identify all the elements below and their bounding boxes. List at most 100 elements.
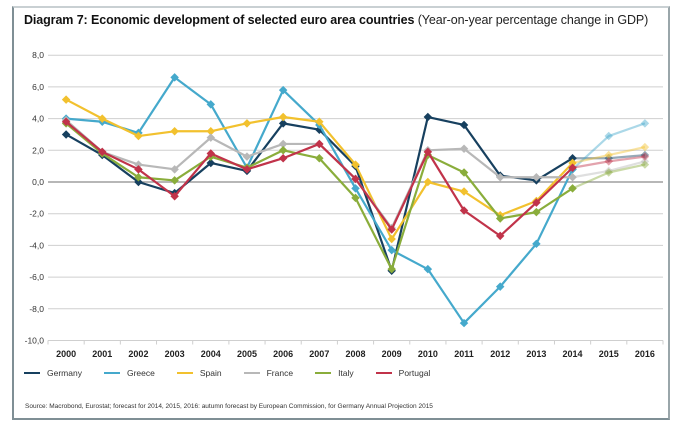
data-point <box>134 173 143 182</box>
data-point <box>459 120 469 130</box>
data-point <box>134 131 143 141</box>
data-point <box>387 264 396 274</box>
source-note: Source: Macrobond, Eurostat; forecast fo… <box>25 403 433 410</box>
legend-swatch <box>243 371 260 375</box>
data-point <box>459 318 469 328</box>
legend-label: Italy <box>338 368 354 378</box>
x-axis-ticks: 2000 2001 2002 2003 2004 2005 2006 2007 2008 2009… <box>47 340 664 359</box>
x-tick-label: 2008 <box>345 349 365 359</box>
y-tick-label: 4,0 <box>32 114 44 124</box>
data-point <box>278 153 288 163</box>
x-tick-label: 2004 <box>201 349 221 359</box>
data-point <box>134 160 143 169</box>
data-point <box>495 282 505 291</box>
y-tick-label: -2,0 <box>29 209 44 219</box>
y-axis-ticks: 8,0 6,0 4,0 2,0 0,0 -2,0 -4,0 -6,0 -8,0 -10,0 <box>25 50 45 345</box>
series-line-forecast <box>572 160 646 179</box>
x-tick-label: 2007 <box>309 349 329 359</box>
chart-title: Diagram 7: Economic development of selec… <box>24 13 648 27</box>
x-tick-label: 2005 <box>237 349 257 359</box>
legend-item-greece: Greece <box>103 368 155 378</box>
data-point <box>206 133 216 142</box>
series-italy <box>61 119 650 274</box>
series-portugal <box>61 117 650 241</box>
x-tick-label: 2000 <box>56 349 76 359</box>
data-point <box>459 168 469 177</box>
y-tick-label: 8,0 <box>32 50 44 60</box>
legend-label: Greece <box>126 368 155 378</box>
data-point <box>315 153 324 163</box>
gridlines <box>48 54 663 341</box>
data-point <box>134 177 143 187</box>
legend-item-france: France <box>243 368 293 378</box>
legend-swatch <box>375 371 392 375</box>
data-point <box>351 193 360 203</box>
data-point <box>98 114 107 123</box>
x-tick-label: 2010 <box>418 349 438 359</box>
data-point <box>640 119 650 128</box>
series-lines <box>61 73 650 328</box>
data-point <box>170 127 179 136</box>
data-point <box>495 214 505 223</box>
data-point <box>242 119 252 128</box>
x-tick-label: 2006 <box>273 349 293 359</box>
data-point <box>459 206 469 215</box>
series-line-forecast <box>572 146 646 165</box>
data-point <box>206 158 216 168</box>
data-point <box>387 225 396 234</box>
data-point <box>423 147 433 157</box>
data-point <box>170 73 179 82</box>
chart-subtitle: (Year-on-year percentage change in GDP) <box>417 13 649 27</box>
legend-swatch <box>315 371 332 375</box>
data-point <box>459 187 469 196</box>
x-tick-label: 2001 <box>92 349 112 359</box>
data-point <box>206 149 216 158</box>
data-point <box>170 176 179 185</box>
data-point <box>61 117 71 127</box>
data-point <box>134 165 143 174</box>
x-tick-label: 2015 <box>599 349 619 359</box>
data-point <box>206 127 216 136</box>
y-tick-label: 2,0 <box>32 145 44 155</box>
x-tick-label: 2014 <box>563 349 583 359</box>
data-point <box>242 165 252 174</box>
data-point <box>423 264 433 274</box>
legend-item-italy: Italy <box>315 368 354 378</box>
data-point <box>351 174 360 184</box>
data-point <box>278 139 288 149</box>
y-tick-label: -6,0 <box>29 272 44 282</box>
data-point <box>61 130 71 139</box>
legend-item-portugal: Portugal <box>375 368 431 378</box>
legend-swatch <box>24 371 40 375</box>
data-point <box>278 119 288 128</box>
data-point <box>387 245 396 255</box>
series-line-forecast <box>572 155 646 169</box>
data-point <box>640 152 650 161</box>
y-tick-label: 6,0 <box>32 82 44 92</box>
y-tick-label: -4,0 <box>29 240 44 250</box>
y-tick-label: -10,0 <box>25 336 45 346</box>
x-tick-label: 2012 <box>490 349 510 359</box>
legend-item-germany: Germany <box>24 368 82 378</box>
legend-label: Portugal <box>398 368 431 378</box>
x-tick-label: 2016 <box>635 349 655 359</box>
series-line-forecast <box>571 122 646 171</box>
data-point <box>315 139 324 149</box>
series-line-forecast <box>572 163 646 190</box>
data-point <box>495 173 505 182</box>
data-point <box>495 231 505 241</box>
legend-swatch <box>103 371 120 375</box>
legend-item-spain: Spain <box>176 368 222 378</box>
x-tick-label: 2002 <box>128 349 148 359</box>
data-point <box>351 160 360 169</box>
data-point <box>170 192 179 201</box>
data-point <box>459 144 469 153</box>
data-point <box>278 146 288 155</box>
series-line-forecast <box>572 153 646 160</box>
data-point <box>423 112 433 122</box>
data-point <box>315 117 324 127</box>
data-point <box>387 234 396 244</box>
data-point <box>351 184 360 193</box>
legend-swatch <box>176 371 193 375</box>
